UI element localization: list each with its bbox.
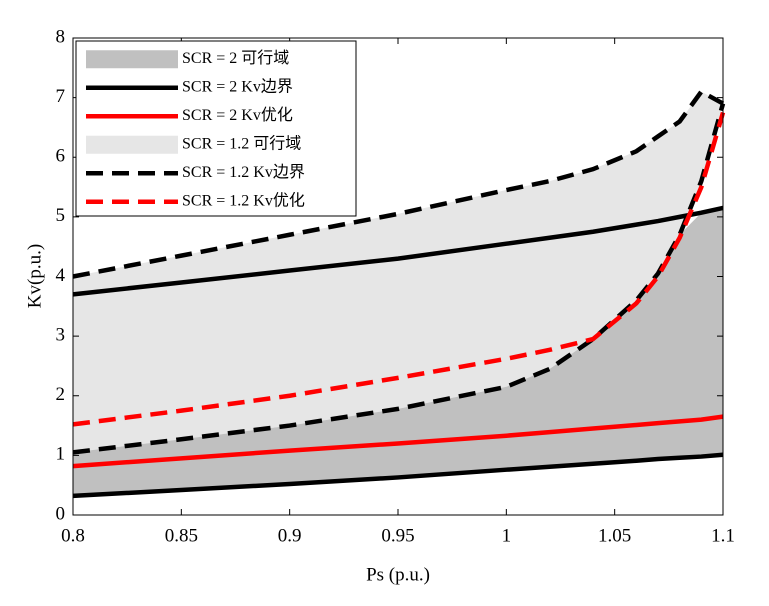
y-tick-label: 0: [56, 503, 66, 524]
x-tick-label: 0.85: [165, 525, 198, 546]
y-tick-label: 5: [56, 205, 66, 226]
data-line: [72, 205, 724, 297]
legend-label: SCR = 2 Kv边界: [182, 77, 293, 95]
legend-label: SCR = 2 Kv优化: [182, 106, 293, 124]
x-tick-label: 0.8: [61, 525, 85, 546]
x-tick-label: 0.95: [381, 525, 414, 546]
legend-box: [75, 40, 357, 217]
x-axis-label: Ps (p.u.): [366, 564, 430, 585]
x-tick-label: 0.9: [278, 525, 302, 546]
data-line: [72, 88, 725, 279]
y-tick-label: 6: [56, 146, 66, 167]
data-line: [72, 102, 726, 455]
data-area: [73, 207, 723, 496]
data-area: [73, 91, 723, 453]
data-line: [72, 111, 726, 427]
x-tick-label: 1.05: [598, 525, 631, 546]
y-tick-label: 3: [56, 324, 66, 345]
y-tick-label: 8: [56, 26, 66, 47]
data-line: [72, 414, 724, 469]
legend: SCR = 2 可行域 SCR = 2 Kv边界 SCR = 2 Kv优化 SCR =…: [75, 40, 357, 217]
legend-label: SCR = 1.2 Kv边界: [182, 163, 305, 181]
y-axis-label: Kv(p.u.): [24, 244, 45, 308]
legend-swatch: [86, 135, 178, 154]
legend-label: SCR = 1.2 Kv优化: [182, 191, 305, 209]
y-tick-label: 1: [56, 444, 66, 465]
legend-label: SCR = 2 可行域: [182, 49, 289, 67]
legend-label: SCR = 1.2 可行域: [182, 134, 301, 152]
data-line: [72, 452, 724, 499]
legend-swatch: [86, 50, 178, 69]
y-tick-label: 7: [56, 86, 66, 107]
x-tick-label: 1: [502, 525, 512, 546]
x-tick-label: 1.1: [711, 525, 735, 546]
y-tick-label: 2: [56, 384, 66, 405]
y-tick-label: 4: [56, 265, 66, 286]
